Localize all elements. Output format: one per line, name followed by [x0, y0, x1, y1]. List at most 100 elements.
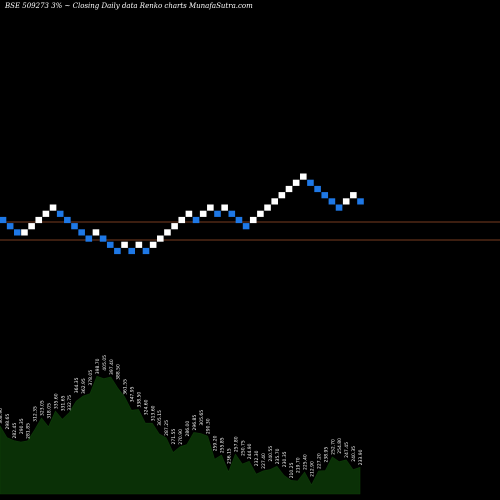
volume-label-52: 233.90: [358, 449, 364, 465]
renko-brick-42: [300, 173, 307, 180]
volume-label-34: 257.80: [233, 436, 239, 452]
volume-label-19: 347.95: [130, 386, 136, 402]
renko-brick-40: [285, 185, 293, 193]
volume-label-37: 232.30: [254, 450, 260, 466]
renko-brick-0: [0, 216, 7, 224]
volume-label-21: 324.60: [143, 399, 149, 415]
volume-label-12: 362.95: [81, 378, 87, 394]
renko-brick-41: [292, 179, 300, 186]
volume-label-10: 332.75: [67, 395, 73, 411]
volume-label-24: 287.25: [164, 420, 170, 436]
renko-brick-44: [314, 185, 321, 193]
volume-label-8: 335.60: [53, 393, 59, 409]
renko-brick-2: [14, 229, 21, 236]
renko-brick-36: [257, 210, 264, 217]
volume-label-44: 225.40: [303, 454, 309, 470]
volume-label-7: 318.05: [47, 403, 53, 419]
volume-label-22: 313.60: [150, 405, 156, 421]
volume-label-45: 212.90: [310, 461, 316, 477]
renko-brick-18: [128, 247, 135, 255]
renko-brick-49: [350, 192, 357, 199]
volume-label-6: 323.05: [40, 400, 46, 416]
renko-brick-45: [321, 192, 329, 199]
volume-label-25: 271.55: [171, 429, 177, 445]
renko-brick-16: [114, 247, 121, 255]
renko-brick-30: [214, 210, 221, 217]
volume-label-31: 259.20: [213, 435, 219, 451]
renko-brick-50: [357, 198, 364, 205]
renko-brick-12: [85, 235, 93, 242]
renko-brick-22: [157, 235, 164, 242]
volume-label-48: 252.70: [330, 439, 336, 455]
renko-brick-34: [242, 223, 250, 230]
volume-label-1: 298.65: [5, 414, 11, 430]
renko-brick-26: [185, 210, 193, 217]
volume-label-43: 219.70: [296, 457, 302, 473]
renko-brick-17: [121, 241, 128, 248]
volume-label-13: 378.05: [88, 370, 94, 386]
volume-label-26: 270.90: [178, 429, 184, 445]
renko-brick-7: [49, 204, 57, 211]
renko-brick-6: [42, 210, 50, 217]
renko-brick-14: [99, 235, 107, 242]
volume-area-group: [0, 375, 361, 495]
renko-brick-8: [56, 210, 64, 217]
volume-label-35: 250.75: [240, 440, 246, 456]
volume-label-0: 308.90: [0, 408, 4, 424]
volume-label-14: 398.70: [95, 358, 101, 374]
renko-brick-38: [271, 198, 278, 205]
volume-label-15: 405.05: [102, 355, 108, 371]
volume-label-11: 364.35: [74, 377, 80, 393]
renko-brick-13: [92, 229, 100, 236]
volume-label-39: 240.55: [268, 446, 274, 462]
renko-brick-11: [78, 229, 85, 236]
renko-brick-23: [164, 229, 171, 236]
volume-label-4: 281.85: [26, 423, 32, 439]
renko-brick-48: [342, 198, 350, 205]
volume-label-33: 236.15: [227, 448, 233, 464]
volume-label-30: 290.30: [206, 418, 212, 434]
renko-brick-25: [178, 216, 186, 224]
renko-brick-21: [149, 241, 157, 248]
renko-brick-46: [328, 198, 336, 205]
volume-label-9: 331.65: [60, 395, 66, 411]
renko-brick-47: [335, 204, 343, 211]
volume-label-49: 254.80: [337, 438, 343, 454]
volume-label-42: 210.25: [289, 462, 295, 478]
renko-brick-27: [192, 216, 200, 224]
volume-label-17: 388.50: [116, 364, 122, 380]
volume-label-27: 286.00: [185, 421, 191, 437]
renko-brick-37: [264, 204, 271, 211]
volume-label-38: 227.40: [261, 453, 267, 469]
renko-brick-15: [106, 241, 114, 248]
volume-label-5: 312.35: [33, 406, 39, 422]
renko-brick-3: [21, 229, 28, 236]
renko-brick-39: [278, 192, 286, 199]
renko-brick-24: [171, 223, 178, 230]
renko-brick-29: [207, 204, 214, 211]
volume-label-36: 244.90: [247, 443, 253, 459]
renko-brick-20: [142, 247, 150, 255]
renko-bricks-group: [0, 173, 364, 255]
volume-label-32: 255.85: [220, 437, 226, 453]
volume-label-46: 227.20: [317, 453, 323, 469]
volume-label-51: 240.35: [351, 446, 357, 462]
renko-brick-35: [249, 216, 257, 224]
renko-brick-1: [6, 223, 14, 230]
volume-label-47: 238.95: [323, 447, 329, 463]
volume-label-28: 296.85: [192, 415, 198, 431]
renko-brick-4: [28, 223, 35, 230]
volume-label-41: 230.35: [282, 451, 288, 467]
volume-label-16: 397.40: [109, 359, 115, 375]
renko-brick-32: [228, 210, 236, 217]
volume-label-20: 338.50: [137, 392, 143, 408]
renko-brick-31: [221, 204, 228, 211]
volume-area: [0, 375, 361, 495]
renko-brick-33: [235, 216, 243, 224]
volume-label-29: 305.65: [199, 410, 205, 426]
renko-brick-10: [71, 223, 78, 230]
volume-label-23: 305.15: [157, 410, 163, 426]
renko-brick-9: [64, 216, 71, 224]
